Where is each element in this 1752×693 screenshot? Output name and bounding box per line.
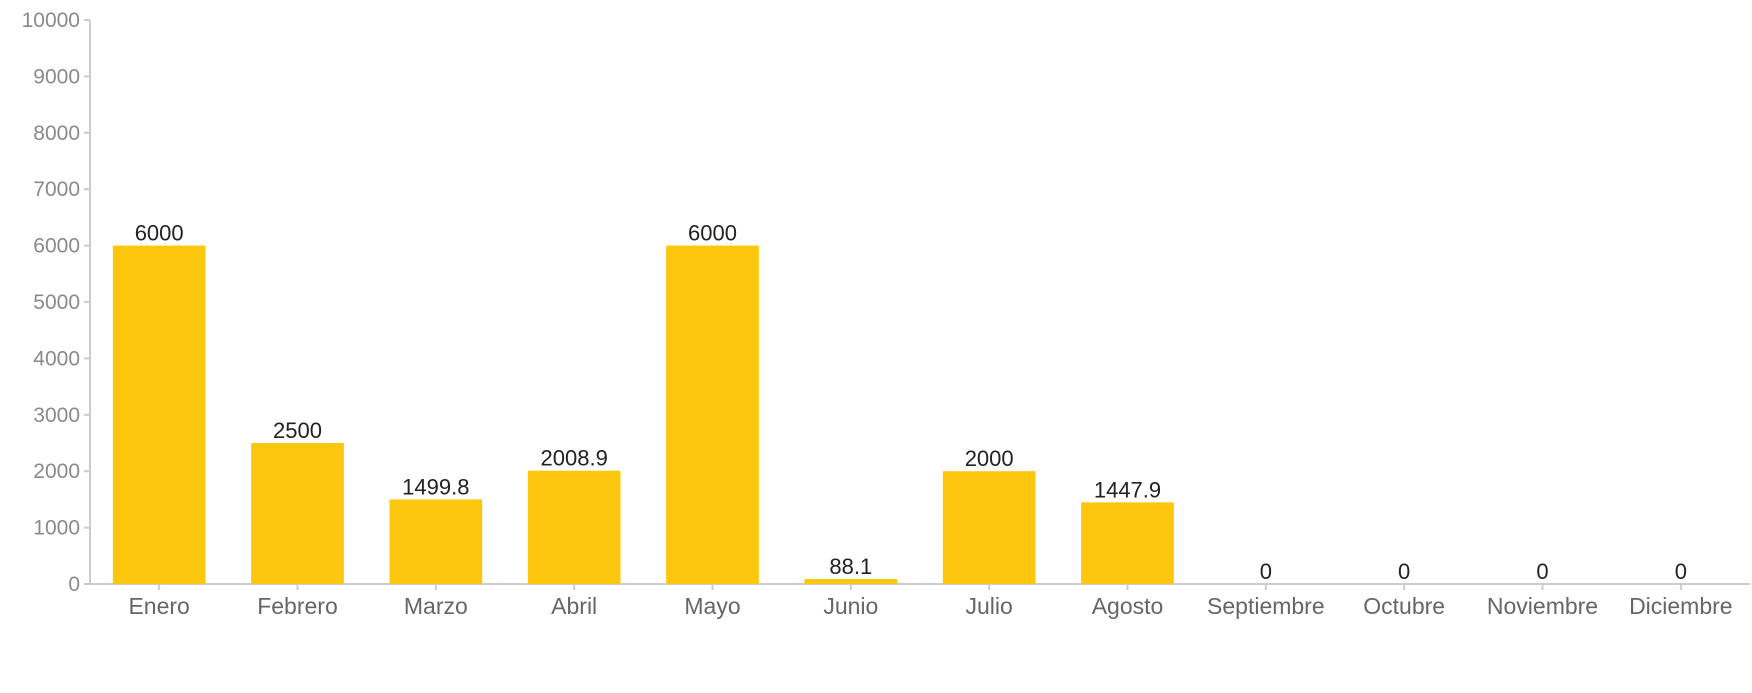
y-tick-label: 10000 xyxy=(22,9,80,32)
data-label: 6000 xyxy=(688,221,737,246)
x-tick-label: Enero xyxy=(128,593,189,619)
data-label: 0 xyxy=(1536,559,1548,584)
x-tick-label: Abril xyxy=(551,593,597,619)
bar[interactable] xyxy=(1081,502,1174,584)
y-tick-label: 4000 xyxy=(33,347,80,370)
x-tick-label: Octubre xyxy=(1363,593,1445,619)
x-tick-label: Diciembre xyxy=(1629,593,1733,619)
x-tick-label: Mayo xyxy=(684,593,740,619)
y-tick-label: 0 xyxy=(68,573,80,596)
y-tick-label: 2000 xyxy=(33,460,80,483)
y-tick-label: 5000 xyxy=(33,291,80,314)
data-label: 0 xyxy=(1260,559,1272,584)
x-tick-label: Marzo xyxy=(404,593,468,619)
x-tick-label: Febrero xyxy=(257,593,338,619)
y-tick-label: 3000 xyxy=(33,404,80,427)
bar[interactable] xyxy=(666,245,759,584)
data-label: 1499.8 xyxy=(402,474,469,499)
data-label: 0 xyxy=(1675,559,1687,584)
data-label: 2008.9 xyxy=(541,446,608,471)
x-tick-label: Junio xyxy=(823,593,878,619)
y-tick-label: 6000 xyxy=(33,235,80,258)
x-tick-label: Septiembre xyxy=(1207,593,1325,619)
y-tick-label: 1000 xyxy=(33,517,80,540)
data-label: 88.1 xyxy=(829,554,872,579)
data-labels: 6000 2500 1499.8 2008.9 6000 88.1 2000 1447.9 0 0… xyxy=(135,221,1687,584)
x-tick-label: Noviembre xyxy=(1487,593,1598,619)
data-label: 1447.9 xyxy=(1094,477,1161,502)
y-tick-label: 8000 xyxy=(33,122,80,145)
x-axis: Enero Febrero Marzo Abril Mayo Junio Julio Agos… xyxy=(90,583,1750,619)
data-label: 2000 xyxy=(965,446,1014,471)
bar[interactable] xyxy=(112,245,206,584)
y-tick-label: 9000 xyxy=(33,65,80,88)
data-label: 0 xyxy=(1398,559,1410,584)
bars xyxy=(112,245,1174,584)
data-label: 2500 xyxy=(273,418,322,443)
bar[interactable] xyxy=(942,471,1036,584)
x-tick-label: Julio xyxy=(966,593,1013,619)
data-label: 6000 xyxy=(135,221,184,246)
y-tick-label: 7000 xyxy=(33,178,80,201)
y-axis: 0 1000 2000 3000 4000 5000 6000 7000 8000 9000 100… xyxy=(22,9,91,596)
bar[interactable] xyxy=(527,470,621,584)
bar[interactable] xyxy=(251,443,344,584)
x-tick-label: Agosto xyxy=(1092,593,1164,619)
bar[interactable] xyxy=(389,499,483,584)
bar[interactable] xyxy=(804,579,898,584)
